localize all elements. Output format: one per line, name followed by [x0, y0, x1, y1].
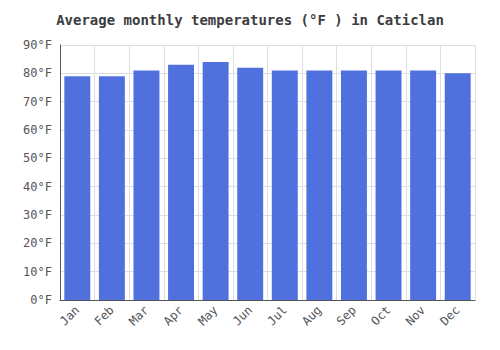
svg-text:Jun: Jun: [230, 303, 255, 328]
svg-text:May: May: [195, 303, 220, 328]
svg-text:Mar: Mar: [126, 303, 151, 328]
svg-text:Nov: Nov: [403, 303, 428, 328]
svg-text:Jan: Jan: [57, 303, 82, 328]
svg-text:Average monthly temperatures (: Average monthly temperatures (°F ) in Ca…: [56, 12, 444, 28]
svg-text:80°F: 80°F: [23, 66, 52, 80]
svg-text:Feb: Feb: [92, 303, 117, 328]
svg-text:30°F: 30°F: [23, 208, 52, 222]
svg-text:Apr: Apr: [161, 303, 186, 328]
svg-text:60°F: 60°F: [23, 123, 52, 137]
svg-text:0°F: 0°F: [30, 293, 52, 307]
svg-text:90°F: 90°F: [23, 38, 52, 52]
svg-text:Dec: Dec: [437, 303, 462, 328]
svg-text:Jul: Jul: [265, 303, 290, 328]
svg-text:Oct: Oct: [368, 303, 393, 328]
svg-text:10°F: 10°F: [23, 265, 52, 279]
svg-text:40°F: 40°F: [23, 180, 52, 194]
svg-text:50°F: 50°F: [23, 151, 52, 165]
svg-text:70°F: 70°F: [23, 95, 52, 109]
svg-text:20°F: 20°F: [23, 236, 52, 250]
svg-text:Aug: Aug: [299, 303, 324, 328]
svg-text:Sep: Sep: [334, 303, 359, 328]
